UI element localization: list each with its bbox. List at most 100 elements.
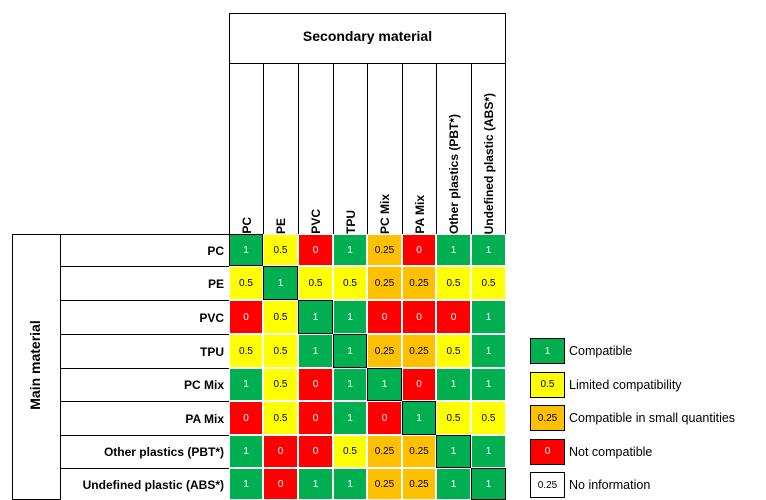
matrix-cell: 1 bbox=[471, 300, 506, 334]
matrix-cell: 0.25 bbox=[402, 334, 436, 368]
matrix-cell: 1 bbox=[471, 334, 506, 368]
column-header: Undefined plastic (ABS*) bbox=[471, 63, 506, 234]
matrix-cell: 0.5 bbox=[471, 401, 506, 435]
legend-swatch: 0 bbox=[530, 438, 565, 465]
matrix-cell: 1 bbox=[333, 300, 367, 334]
column-header-label: PC bbox=[239, 217, 254, 234]
matrix-cell: 0.25 bbox=[402, 266, 436, 300]
matrix-cell: 1 bbox=[436, 468, 471, 500]
legend-swatch: 0.25 bbox=[530, 405, 565, 431]
column-header: PC Mix bbox=[367, 63, 402, 234]
matrix-cell: 0.5 bbox=[333, 435, 367, 468]
column-header: PA Mix bbox=[402, 63, 436, 234]
matrix-cell: 1 bbox=[333, 334, 367, 368]
matrix-cell: 0.25 bbox=[367, 334, 402, 368]
row-header: Other plastics (PBT*) bbox=[60, 435, 229, 468]
legend-label: No information bbox=[569, 478, 651, 492]
matrix-cell: 1 bbox=[298, 468, 333, 500]
matrix-cell: 0 bbox=[402, 368, 436, 401]
matrix-cell: 0.5 bbox=[298, 266, 333, 300]
matrix-cell: 0 bbox=[436, 300, 471, 334]
matrix-cell: 1 bbox=[471, 234, 506, 266]
matrix-cell: 1 bbox=[263, 266, 298, 300]
row-group-title: Main material bbox=[27, 320, 43, 410]
matrix-cell: 0.5 bbox=[436, 401, 471, 435]
matrix-cell: 1 bbox=[367, 368, 402, 401]
matrix-cell: 0.25 bbox=[367, 234, 402, 266]
matrix-cell: 1 bbox=[229, 234, 263, 266]
matrix-cell: 0 bbox=[229, 300, 263, 334]
matrix-cell: 1 bbox=[333, 401, 367, 435]
column-header-label: PC Mix bbox=[378, 193, 392, 234]
column-header-label: Undefined plastic (ABS*) bbox=[481, 92, 496, 234]
matrix-cell: 1 bbox=[471, 468, 506, 500]
column-header: PVC bbox=[298, 63, 333, 234]
matrix-cell: 0 bbox=[402, 234, 436, 266]
column-group-title: Secondary material bbox=[302, 28, 433, 44]
legend-label: Limited compatibility bbox=[569, 377, 682, 392]
matrix-cell: 0.25 bbox=[367, 266, 402, 300]
matrix-cell: 1 bbox=[333, 234, 367, 266]
column-header-label: PVC bbox=[309, 209, 323, 234]
matrix-cell: 0.5 bbox=[333, 266, 367, 300]
matrix-cell: 1 bbox=[333, 368, 367, 401]
column-header-label: PE bbox=[274, 217, 288, 234]
column-header-label: Other plastics (PBT*) bbox=[447, 113, 461, 234]
row-header: PC bbox=[60, 234, 229, 266]
matrix-cell: 0 bbox=[229, 401, 263, 435]
matrix-cell: 1 bbox=[436, 234, 471, 266]
column-group-header-box bbox=[229, 13, 506, 63]
matrix-cell: 0.25 bbox=[367, 468, 402, 500]
matrix-cell: 0.5 bbox=[229, 266, 263, 300]
matrix-cell: 1 bbox=[436, 435, 471, 468]
matrix-cell: 0.5 bbox=[436, 334, 471, 368]
legend-label: Compatible in small quantities bbox=[569, 411, 736, 425]
column-header: TPU bbox=[333, 63, 367, 234]
matrix-cell: 0 bbox=[298, 234, 333, 266]
matrix-cell: 0 bbox=[402, 300, 436, 334]
matrix-cell: 0.25 bbox=[367, 435, 402, 468]
column-header: Other plastics (PBT*) bbox=[436, 63, 471, 234]
matrix-cell: 0.5 bbox=[263, 368, 298, 401]
matrix-cell: 0.5 bbox=[471, 266, 506, 300]
matrix-cell: 0 bbox=[298, 368, 333, 401]
matrix-cell: 1 bbox=[471, 368, 506, 401]
column-header: PC bbox=[229, 63, 263, 234]
matrix-cell: 0.5 bbox=[263, 300, 298, 334]
matrix-cell: 1 bbox=[229, 435, 263, 468]
matrix-cell: 0.5 bbox=[229, 334, 263, 368]
legend-swatch: 0.25 bbox=[530, 472, 565, 498]
row-header: Undefined plastic (ABS*) bbox=[60, 468, 229, 500]
matrix-cell: 1 bbox=[229, 368, 263, 401]
row-header: PA Mix bbox=[60, 401, 229, 435]
matrix-cell: 0.5 bbox=[263, 401, 298, 435]
column-header-label: PA Mix bbox=[412, 195, 427, 234]
matrix-cell: 0 bbox=[263, 435, 298, 468]
matrix-cell: 1 bbox=[436, 368, 471, 401]
row-header: PC Mix bbox=[60, 368, 229, 401]
matrix-cell: 0.5 bbox=[436, 266, 471, 300]
legend-swatch: 1 bbox=[530, 338, 565, 364]
matrix-cell: 0.25 bbox=[402, 468, 436, 500]
column-header: PE bbox=[263, 63, 298, 234]
matrix-cell: 1 bbox=[333, 468, 367, 500]
row-header: TPU bbox=[60, 334, 229, 368]
matrix-cell: 1 bbox=[402, 401, 436, 435]
legend-label: Not compatible bbox=[569, 444, 653, 459]
matrix-cell: 1 bbox=[298, 334, 333, 368]
matrix-cell: 0.5 bbox=[263, 334, 298, 368]
matrix-cell: 0 bbox=[298, 435, 333, 468]
matrix-cell: 1 bbox=[298, 300, 333, 334]
matrix-cell: 0 bbox=[298, 401, 333, 435]
matrix-cell: 0.25 bbox=[402, 435, 436, 468]
matrix-cell: 1 bbox=[471, 435, 506, 468]
row-header: PE bbox=[60, 266, 229, 300]
legend-swatch: 0.5 bbox=[530, 371, 565, 398]
matrix-cell: 0 bbox=[367, 300, 402, 334]
matrix-cell: 0.5 bbox=[263, 234, 298, 266]
matrix-cell: 1 bbox=[229, 468, 263, 500]
matrix-cell: 0 bbox=[367, 401, 402, 435]
column-header-label: TPU bbox=[343, 210, 358, 234]
legend-label: Compatible bbox=[569, 344, 633, 358]
matrix-cell: 0 bbox=[263, 468, 298, 500]
